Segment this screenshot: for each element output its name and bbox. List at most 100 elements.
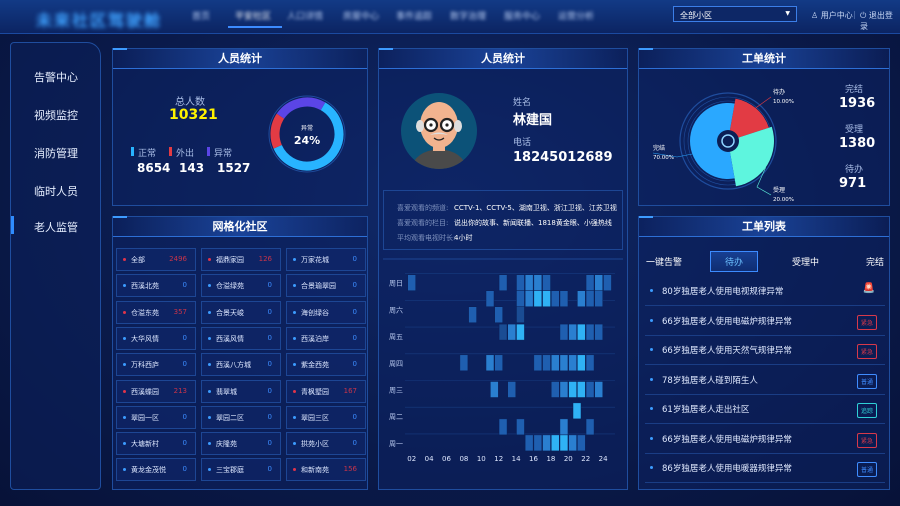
info-value: 说出你的故事、新闻联播、1818黄金眼、小强热线 — [454, 219, 612, 227]
community-name: 翠园一区 — [131, 413, 159, 422]
user-center-link[interactable]: ♙ 用户中心 — [811, 10, 853, 21]
community-cell[interactable]: 和新南苑 156 — [286, 458, 366, 482]
nav-item[interactable]: 运营分析 — [558, 12, 595, 22]
order-item[interactable]: 66岁独居老人使用电磁炉规律异常 紧急 — [645, 307, 885, 336]
community-cell[interactable]: 庆隆苑 0 — [201, 432, 281, 456]
alarm-icon: 🚨 — [862, 283, 875, 294]
heatmap-cell — [524, 274, 534, 291]
order-item[interactable]: 61岁独居老人走出社区 追踪 — [645, 395, 885, 424]
community-count: 0 — [182, 465, 187, 474]
heatmap-cell — [494, 306, 503, 323]
community-name: 和新南苑 — [301, 466, 329, 475]
community-name: 西溪八方城 — [216, 361, 251, 370]
community-name: 翡翠城 — [216, 387, 237, 396]
bullet — [650, 436, 653, 440]
x-tick-label: 18 — [546, 455, 555, 463]
order-text: 78岁独居老人碰到陌生人 — [662, 375, 758, 386]
order-tab[interactable]: 受理中 — [792, 258, 820, 268]
community-cell[interactable]: 西溪蝶园 213 — [116, 379, 196, 403]
heatmap-cell — [568, 381, 577, 398]
community-cell[interactable]: 大塘新村 0 — [116, 432, 196, 456]
nav-item[interactable]: 服务中心 — [504, 12, 541, 22]
community-cell[interactable]: 翠园二区 0 — [201, 405, 281, 429]
order-item[interactable]: 66岁独居老人使用天然气规律异常 紧急 — [645, 336, 885, 365]
community-count: 0 — [352, 255, 357, 263]
community-cell[interactable]: 西溪泊岸 0 — [286, 326, 366, 350]
community-cell[interactable]: 万科西庐 0 — [116, 353, 196, 377]
order-item[interactable]: 80岁独居老人使用电视规律异常 🚨 — [645, 277, 885, 306]
community-name: 三宝郡庭 — [216, 466, 244, 475]
order-tab[interactable]: 待办 — [710, 251, 759, 272]
chevron-down-icon: ▼ — [785, 10, 790, 17]
community-count: 0 — [267, 307, 272, 316]
priority-badge: 普通 — [856, 462, 877, 477]
heatmap-cell — [551, 434, 560, 452]
nav-item[interactable]: 首页 — [192, 12, 211, 22]
sidebar-item[interactable]: 临时人员 — [34, 185, 78, 198]
status-dot — [208, 284, 211, 288]
community-name: 合景天峻 — [216, 308, 244, 317]
status-dot — [123, 258, 126, 261]
community-name: 翠园二区 — [216, 413, 244, 422]
community-name: 万科西庐 — [131, 361, 159, 370]
panel-title: 人员统计 — [379, 48, 627, 69]
order-item[interactable]: 86岁独居老人使用电暖器规律异常 普通 — [645, 454, 885, 483]
community-cell[interactable]: 万家花城 0 — [286, 248, 366, 271]
community-name: 拱苑小区 — [301, 440, 329, 449]
community-cell[interactable]: 青枫墅园 167 — [286, 379, 366, 403]
heatmap-cell — [516, 274, 525, 291]
sidebar-item[interactable]: 告警中心 — [34, 71, 78, 84]
community-cell[interactable]: 西溪北苑 0 — [116, 274, 196, 298]
community-cell[interactable]: 合景瑜翠园 0 — [286, 274, 366, 298]
order-tab[interactable]: 完结 — [866, 258, 885, 268]
community-select[interactable]: 全部小区 ▼ — [673, 6, 797, 22]
order-text: 66岁独居老人使用天然气规律异常 — [662, 346, 792, 356]
community-cell[interactable]: 福鼎家园 126 — [201, 248, 281, 271]
status-dot — [293, 468, 296, 472]
heatmap-cell — [533, 290, 543, 307]
community-cell[interactable]: 紫金西苑 0 — [286, 353, 366, 377]
community-cell[interactable]: 西溪风情 0 — [201, 326, 281, 350]
community-cell[interactable]: 海创绿谷 0 — [286, 300, 366, 324]
community-cell[interactable]: 西溪八方城 0 — [201, 353, 281, 377]
community-cell[interactable]: 翠园三区 0 — [286, 405, 366, 429]
nav-item[interactable]: 事件追踪 — [396, 12, 433, 22]
community-cell[interactable]: 合景天峻 0 — [201, 300, 281, 324]
community-cell[interactable]: 三宝郡庭 0 — [201, 458, 281, 482]
heatmap-cell — [533, 434, 543, 452]
community-cell[interactable]: 仓溢东苑 357 — [116, 300, 196, 324]
nav-item[interactable]: 数字治理 — [450, 12, 487, 22]
order-item[interactable]: 66岁独居老人使用电磁炉规律异常 紧急 — [645, 425, 885, 454]
order-item[interactable]: 78岁独居老人碰到陌生人 普通 — [645, 366, 885, 395]
status-dot — [293, 415, 296, 419]
order-tab[interactable]: 一键告警 — [646, 258, 683, 268]
sidebar-item[interactable]: 老人监管 — [11, 216, 101, 235]
community-cell[interactable]: 拱苑小区 0 — [286, 432, 366, 456]
pie-label: 受理 — [773, 186, 785, 194]
status-dot — [123, 442, 126, 446]
sidebar-item[interactable]: 消防管理 — [34, 147, 78, 160]
y-tick-label: 周二 — [389, 413, 403, 421]
logout-link[interactable]: ⏻ 退出登录 — [860, 10, 900, 32]
community-cell[interactable]: 仓溢绿苑 0 — [201, 274, 281, 298]
grid-community-panel: 网格化社区 全部 2496 福鼎家园 126 万家花城 0 西溪北苑 0 仓溢绿苑 0 合景瑜翠园 0… — [112, 216, 368, 490]
nav-item[interactable]: 人口详情 — [287, 12, 324, 22]
community-cell[interactable]: 翠园一区 0 — [116, 405, 196, 429]
heatmap-cell — [498, 274, 508, 291]
community-cell[interactable]: 翡翠城 0 — [201, 379, 281, 403]
heatmap-cell — [459, 354, 469, 372]
nav-item[interactable]: 平安社区 — [235, 12, 272, 22]
community-cell[interactable]: 大华风情 0 — [116, 326, 196, 350]
y-tick-label: 周五 — [389, 333, 403, 341]
info-value: 4小时 — [454, 234, 473, 242]
pie-slice — [690, 103, 735, 179]
community-name: 仓溢东苑 — [131, 308, 159, 317]
heatmap-cell — [559, 354, 569, 372]
community-name: 合景瑜翠园 — [301, 282, 336, 291]
nav-item[interactable]: 房屋中心 — [343, 12, 380, 22]
community-cell[interactable]: 全部 2496 — [116, 248, 196, 271]
community-name: 西溪泊岸 — [301, 334, 329, 343]
community-cell[interactable]: 黄龙金茂悦 0 — [116, 458, 196, 482]
sidebar-item[interactable]: 视频监控 — [34, 109, 78, 122]
x-tick-label: 10 — [477, 455, 486, 463]
